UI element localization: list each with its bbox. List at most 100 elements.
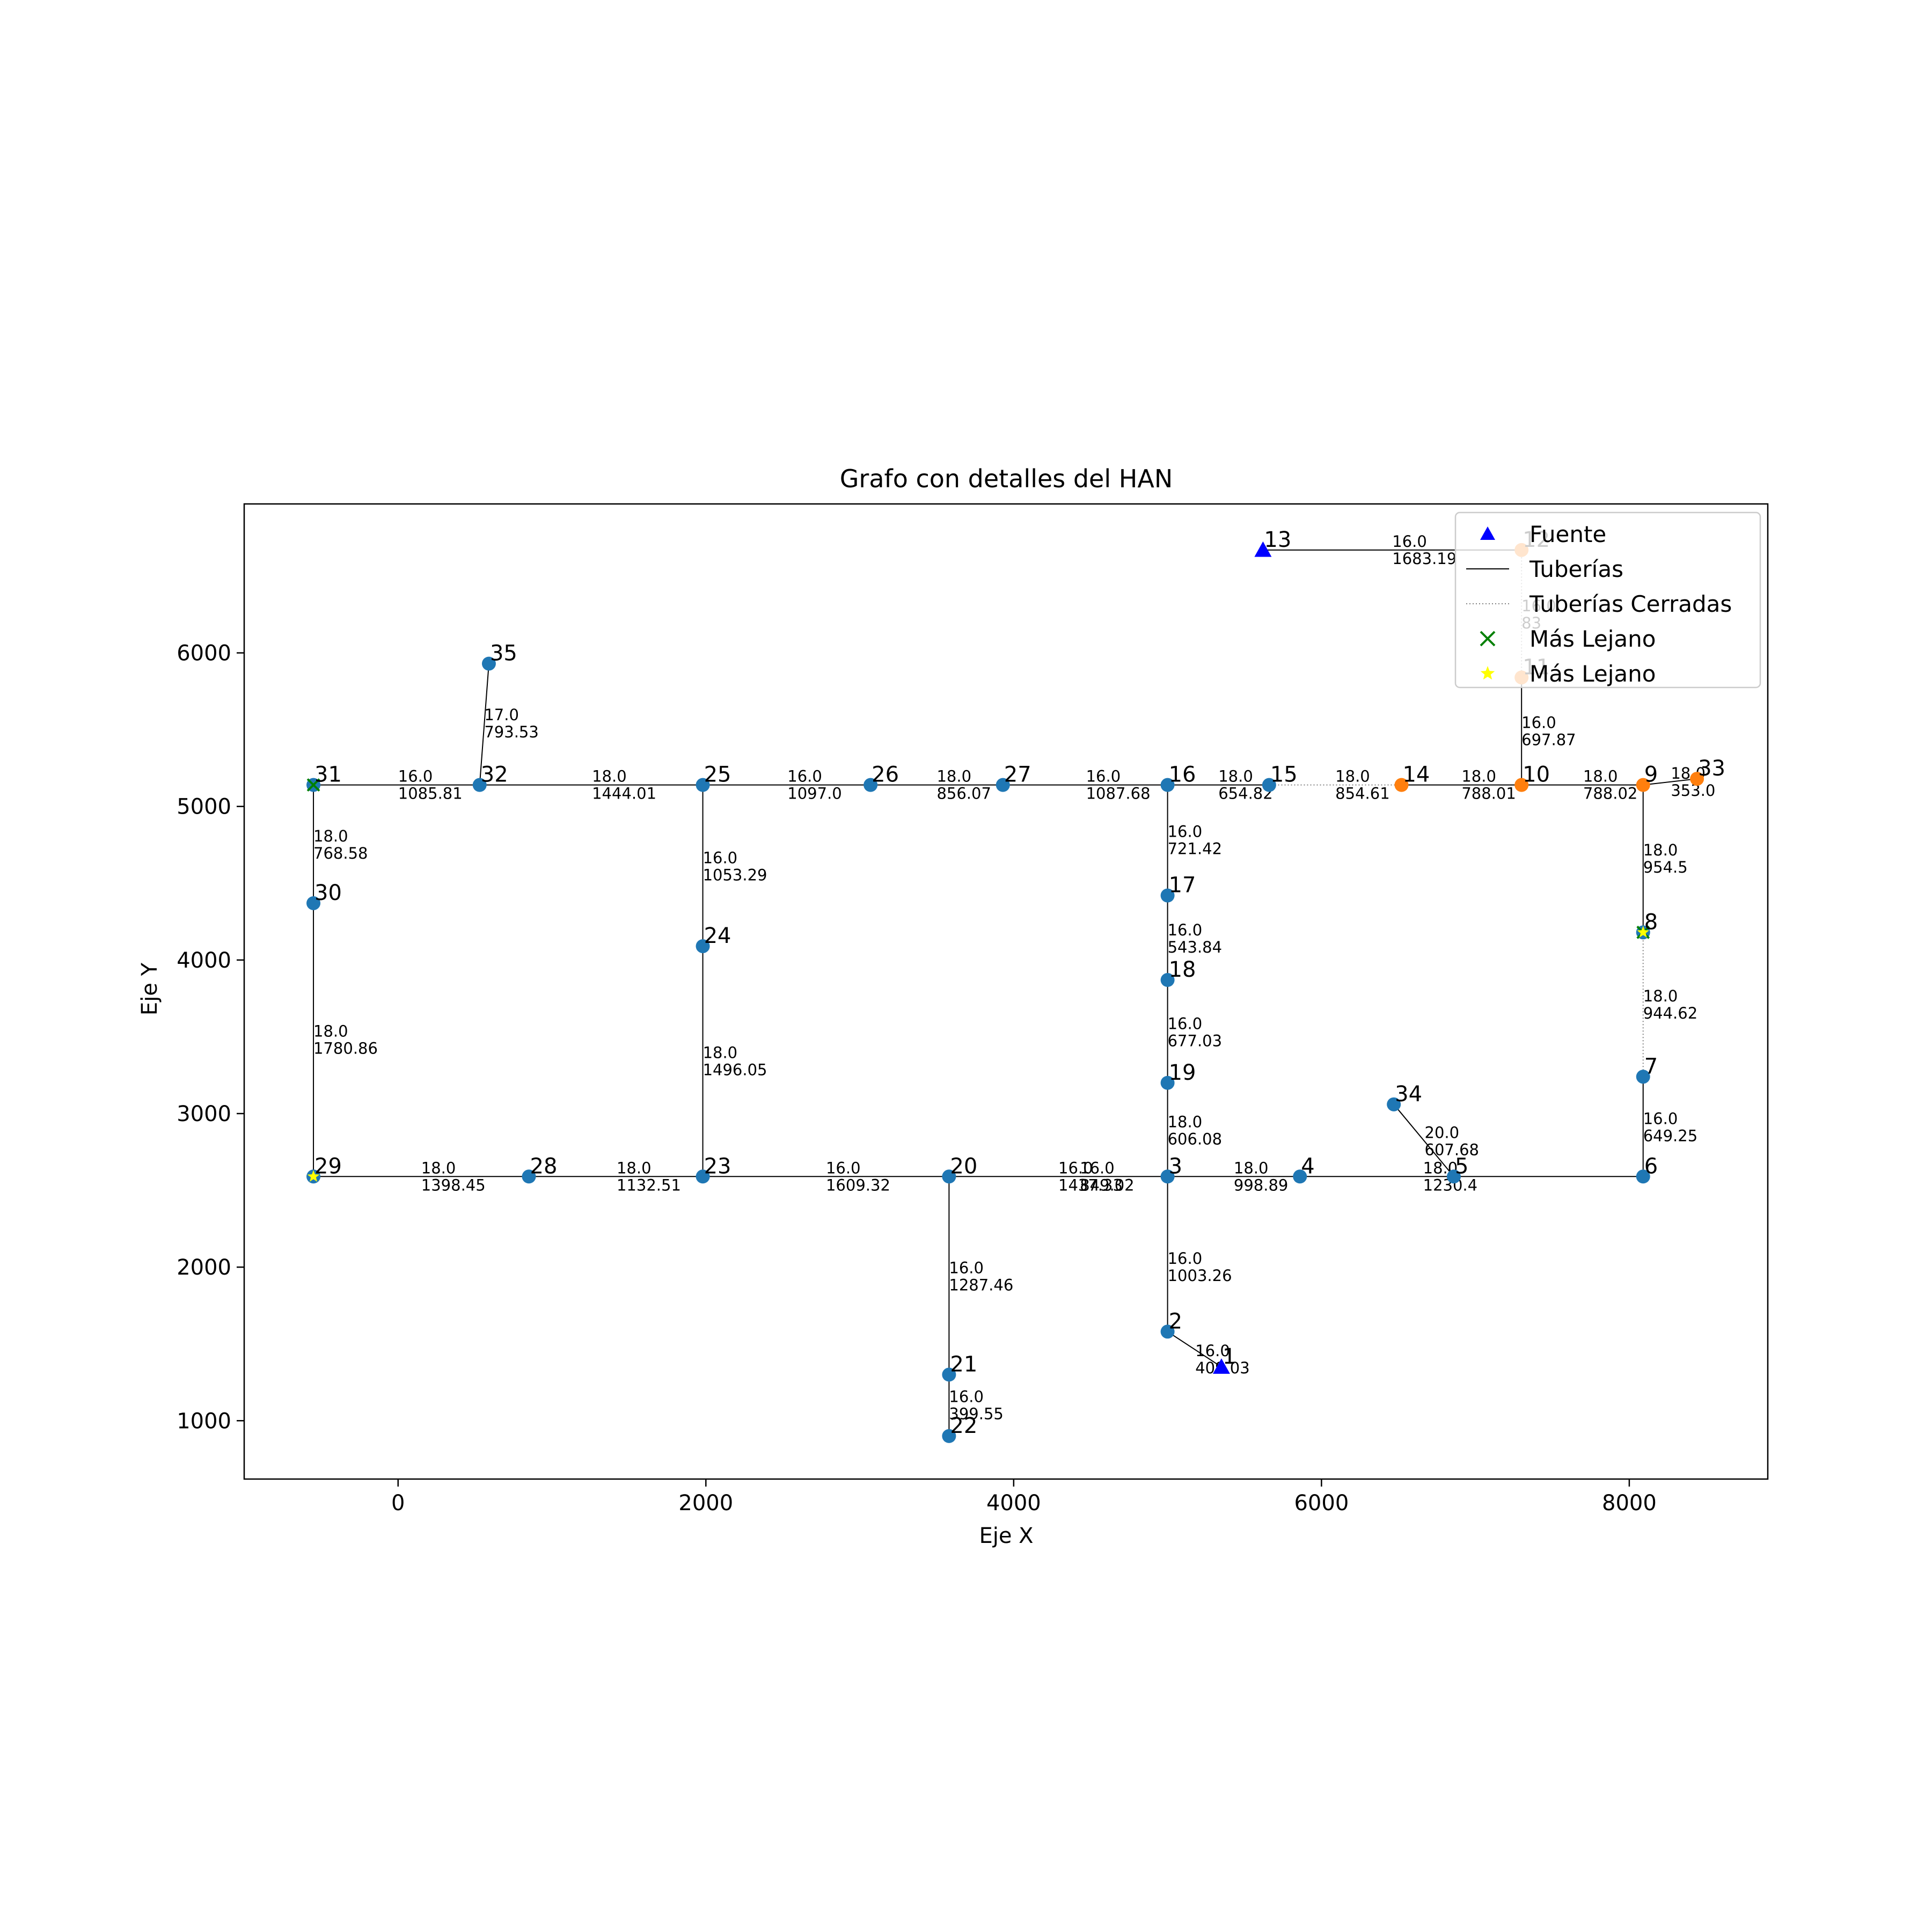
node-label-10: 10 <box>1523 763 1550 787</box>
pipes-layer <box>313 549 1697 1436</box>
pipe-diameter-label: 18.0 <box>313 1022 348 1041</box>
node-16-marker <box>1160 778 1175 792</box>
source-node-1-triangle-icon <box>1212 1358 1230 1374</box>
pipe-length-label: 543.84 <box>1168 938 1222 956</box>
node-17-marker <box>1160 888 1175 903</box>
pipe-length-label: 998.89 <box>1234 1176 1288 1194</box>
pipe-length-label: 399.55 <box>949 1405 1003 1423</box>
pipe-length-label: 697.87 <box>1521 730 1576 749</box>
pipe-diameter-label: 17.0 <box>484 706 519 724</box>
node-19-marker <box>1160 1075 1175 1090</box>
node-label-20: 20 <box>950 1154 977 1179</box>
pipe-length-label: 788.01 <box>1461 785 1516 803</box>
pipe-length-label: 649.25 <box>1643 1127 1697 1145</box>
pipe-diameter-label: 16.0 <box>1086 767 1121 786</box>
pipe-diameter-label: 18.0 <box>421 1159 456 1177</box>
node-15-marker <box>1262 778 1276 792</box>
pipe-labels-layer: 16.0409.0316.01003.2616.0849.0218.0998.8… <box>313 532 1715 1423</box>
pipe-diameter-label: 16.0 <box>1643 1110 1678 1128</box>
legend-entry-label: Más Lejano <box>1529 661 1656 687</box>
farthest-node-star-icon <box>307 1170 320 1182</box>
y-tick-label: 4000 <box>177 948 231 973</box>
pipe-length-label: 1609.32 <box>826 1176 890 1194</box>
node-label-34: 34 <box>1395 1082 1422 1107</box>
x-tick-label: 0 <box>391 1491 405 1516</box>
farthest-node-x-icon <box>306 778 320 792</box>
legend: Fuente Tuberías Tuberías Cerradas Más Lejan… <box>1454 511 1761 689</box>
node-26-marker <box>863 778 878 792</box>
legend-entry-label: Tuberías Cerradas <box>1529 591 1732 617</box>
legend-x-icon <box>1480 631 1496 647</box>
pipe-diameter-label: 16.0 <box>949 1388 984 1406</box>
pipe-diameter-label: 18.0 <box>1335 767 1370 786</box>
node-label-30: 30 <box>314 881 342 905</box>
node-label-22: 22 <box>950 1414 977 1438</box>
pipe-diameter-label: 18.0 <box>1234 1159 1269 1177</box>
pipe-diameter-label: 18.0 <box>1461 767 1496 786</box>
node-35-marker <box>481 656 496 671</box>
y-tick-label: 6000 <box>177 641 231 666</box>
nodes-layer <box>306 541 1704 1443</box>
pipe-length-label: 856.07 <box>936 785 991 803</box>
pipe-length-label: 677.03 <box>1168 1031 1222 1050</box>
pipe-diameter-label: 16.0 <box>703 848 738 867</box>
node-18-marker <box>1160 973 1175 987</box>
farthest-node-star-icon <box>1637 926 1650 938</box>
node-14-marker <box>1394 778 1409 792</box>
pipe-diameter-label: 16.0 <box>1168 1014 1203 1033</box>
node-7-marker <box>1636 1070 1650 1084</box>
pipe-diameter-label: 16.0 <box>826 1159 861 1177</box>
node-2-marker <box>1160 1324 1175 1339</box>
node-label-1: 1 <box>1223 1344 1236 1369</box>
node-label-35: 35 <box>490 641 517 666</box>
node-label-13: 13 <box>1264 528 1291 552</box>
pipe-diameter-label: 18.0 <box>703 1044 738 1062</box>
node-label-4: 4 <box>1301 1154 1314 1179</box>
y-tick-label: 2000 <box>177 1255 231 1280</box>
node-label-24: 24 <box>704 924 731 948</box>
x-tick-label: 8000 <box>1602 1491 1657 1516</box>
pipe-diameter-label: 16.0 <box>1168 921 1203 939</box>
pipe-length-label: 954.5 <box>1643 858 1688 876</box>
node-label-15: 15 <box>1270 763 1298 787</box>
pipe-length-label: 768.58 <box>313 844 368 862</box>
node-21-marker <box>942 1367 956 1382</box>
pipe-diameter-label: 18.0 <box>1218 767 1253 786</box>
node-label-32: 32 <box>481 763 508 787</box>
pipe-diameter-label: 18.0 <box>1643 841 1678 859</box>
pipe-9-33 <box>1643 778 1697 786</box>
node-30-marker <box>306 896 321 910</box>
pipe-length-label: 1287.46 <box>949 1276 1013 1294</box>
pipe-diameter-label: 16.0 <box>1521 713 1556 731</box>
node-label-3: 3 <box>1169 1154 1182 1179</box>
pipe-diameter-label: 16.0 <box>1058 1159 1093 1177</box>
node-25-marker <box>696 778 710 792</box>
legend-triangle-icon <box>1480 526 1495 540</box>
node-4-marker <box>1293 1169 1307 1184</box>
pipe-length-label: 1132.51 <box>617 1176 681 1194</box>
pipe-length-label: 1444.01 <box>592 785 656 803</box>
pipe-diameter-label: 18.0 <box>936 767 971 786</box>
source-node-13-triangle-icon <box>1254 541 1272 557</box>
node-label-25: 25 <box>704 763 731 787</box>
node-20-marker <box>942 1169 956 1184</box>
node-23-marker <box>696 1169 710 1184</box>
node-5-marker <box>1446 1169 1461 1184</box>
node-label-19: 19 <box>1169 1060 1196 1085</box>
node-33-marker <box>1690 772 1704 786</box>
node-label-6: 6 <box>1644 1154 1658 1179</box>
pipe-diameter-label: 20.0 <box>1425 1123 1460 1141</box>
y-axis-label: Eje Y <box>137 962 162 1015</box>
pipe-diameter-label: 16.0 <box>787 767 822 786</box>
pipe-length-label: 1097.0 <box>787 785 841 803</box>
pipe-length-label: 606.08 <box>1168 1130 1222 1148</box>
pipe-diameter-label: 18.0 <box>1583 767 1618 786</box>
node-34-marker <box>1387 1097 1401 1111</box>
pipe-length-label: 721.42 <box>1168 840 1222 858</box>
node-label-33: 33 <box>1698 756 1725 781</box>
chart-title: Grafo con detalles del HAN <box>840 464 1173 493</box>
pipe-length-label: 1398.45 <box>421 1176 486 1194</box>
node-label-16: 16 <box>1169 763 1196 787</box>
pipe-diameter-label: 16.0 <box>1168 823 1203 841</box>
node-labels-layer: 1234567891011121314151617181920212223242… <box>314 528 1725 1438</box>
